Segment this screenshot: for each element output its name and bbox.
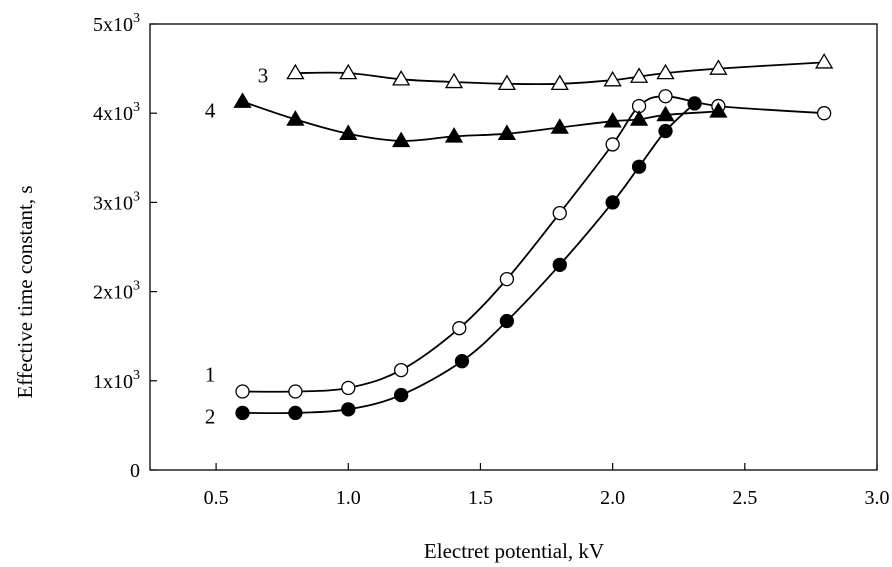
- series-4-point: [497, 124, 517, 140]
- series-4-point: [550, 118, 569, 134]
- x-axis-title: Electret potential, kV: [424, 539, 604, 563]
- series-2-point: [499, 313, 515, 329]
- x-tick-label: 2.0: [600, 487, 625, 509]
- series-4-point: [339, 124, 358, 140]
- series-4-point: [233, 92, 252, 108]
- y-axis-title: Effective time constant, s: [13, 185, 37, 398]
- series-1-point: [393, 362, 409, 378]
- series-2-point: [658, 123, 673, 139]
- y-tick-label: 4x103: [93, 100, 140, 125]
- series-3-point: [656, 63, 675, 80]
- series-1-label: 1: [205, 363, 216, 387]
- series-3-point: [497, 74, 517, 91]
- y-tick-label: 0: [130, 460, 140, 482]
- y-tick-label: 3x103: [93, 189, 140, 214]
- series-curves: [242, 61, 825, 415]
- series-2-point: [605, 195, 620, 210]
- series-4-label: 4: [205, 99, 216, 123]
- series-1-point: [288, 384, 303, 399]
- x-tick-label: 2.5: [732, 487, 757, 509]
- series-4-point: [709, 102, 728, 118]
- x-tick-label: 1.5: [468, 487, 493, 509]
- series-labels: 1 2 3 4: [205, 64, 268, 429]
- series-1-point: [452, 321, 467, 336]
- y-tick-label: 2x103: [93, 279, 140, 304]
- plot-area: [149, 23, 878, 471]
- series-4-point: [603, 111, 622, 128]
- series-1-point: [552, 205, 567, 221]
- series-2-point: [393, 387, 409, 403]
- series-2-point: [288, 405, 303, 421]
- series-3-point: [814, 53, 834, 69]
- series-3-point: [709, 59, 728, 75]
- series-4-point: [629, 110, 649, 126]
- series-2-curve: [242, 102, 696, 415]
- series-1-point: [816, 106, 832, 121]
- x-axis: 0.5 1.0 1.5 2.0 2.5 3.0: [204, 463, 890, 509]
- series-4-point: [656, 105, 675, 122]
- series-3-point: [550, 74, 569, 91]
- y-tick-label: 5x103: [93, 11, 140, 36]
- series-3-point: [444, 72, 464, 89]
- x-tick-label: 0.5: [204, 487, 229, 509]
- series-1-point: [341, 380, 356, 396]
- series-3-point: [339, 63, 358, 80]
- x-tick-label: 1.0: [336, 487, 361, 509]
- series-4-point: [392, 131, 411, 148]
- series-1-point: [235, 384, 250, 399]
- series-2-label: 2: [205, 404, 216, 428]
- series-4-point: [444, 127, 464, 143]
- series-1-point: [658, 89, 673, 104]
- series-2-point: [341, 402, 356, 417]
- series-1-point: [605, 137, 620, 152]
- series-3-point: [286, 63, 305, 80]
- series-4-point: [286, 110, 305, 126]
- y-axis: 0 1x103 2x103 3x103 4x103 5x103: [93, 11, 157, 482]
- series-3-label: 3: [258, 64, 269, 88]
- series-2-point: [454, 354, 470, 369]
- x-tick-label: 3.0: [865, 487, 890, 509]
- series-2-point: [552, 257, 567, 272]
- plot-border: [149, 23, 878, 471]
- series-3-point: [603, 70, 622, 87]
- series-3-point: [392, 70, 411, 86]
- series-2-point: [631, 159, 647, 174]
- y-tick-label: 1x103: [93, 368, 140, 393]
- series-1-curve: [242, 95, 825, 393]
- series-2-point: [235, 405, 250, 421]
- series-3-point: [629, 67, 649, 83]
- series-4-curve: [242, 100, 719, 142]
- series-2-point: [687, 96, 702, 111]
- series-markers: [233, 53, 834, 421]
- series-1-point: [499, 271, 515, 287]
